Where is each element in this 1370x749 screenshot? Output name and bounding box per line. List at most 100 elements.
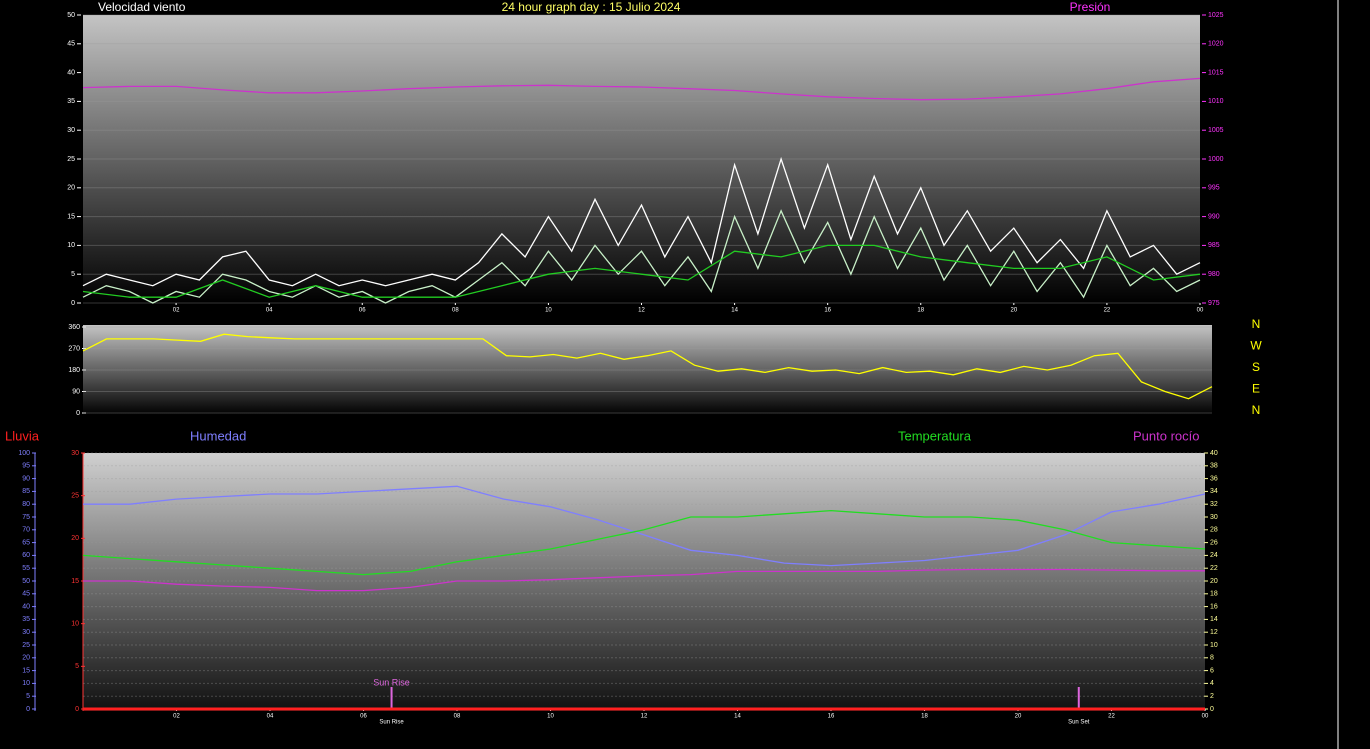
plot-area bbox=[83, 15, 1200, 303]
legend-label: Humedad bbox=[190, 428, 246, 443]
x-tick-label: 02 bbox=[173, 308, 180, 314]
y-tick-label: 75 bbox=[22, 514, 30, 521]
x-tick-label: 20 bbox=[1015, 714, 1022, 720]
y-tick-label: 975 bbox=[1208, 300, 1220, 307]
y-tick-label: 45 bbox=[22, 591, 30, 598]
y-tick-label: 55 bbox=[22, 565, 30, 572]
x-tick-label: 22 bbox=[1108, 714, 1115, 720]
y-tick-label: 40 bbox=[22, 603, 30, 610]
y-tick-label: 26 bbox=[1210, 539, 1218, 546]
y-tick-label: 95 bbox=[22, 463, 30, 470]
compass-label: N bbox=[1252, 317, 1261, 331]
y-tick-label: 2 bbox=[1210, 693, 1214, 700]
y-tick-label: 990 bbox=[1208, 213, 1220, 220]
y-tick-label: 36 bbox=[1210, 475, 1218, 482]
y-tick-label: 12 bbox=[1210, 629, 1218, 636]
y-tick-label: 15 bbox=[22, 667, 30, 674]
x-tick-label: 12 bbox=[641, 714, 648, 720]
x-tick-label: 04 bbox=[267, 714, 274, 720]
y-tick-label: 30 bbox=[1210, 514, 1218, 521]
x-tick-label: 12 bbox=[638, 308, 645, 314]
y-tick-label: 20 bbox=[1210, 578, 1218, 585]
y-tick-label: 100 bbox=[18, 450, 30, 457]
y-tick-label: 50 bbox=[22, 578, 30, 585]
series-line bbox=[82, 333, 1213, 400]
y-tick-label: 25 bbox=[22, 642, 30, 649]
x-tick-label: 16 bbox=[828, 714, 835, 720]
y-tick-label: 180 bbox=[68, 367, 80, 374]
x-tick-label: 18 bbox=[921, 714, 928, 720]
axis-title: Presión bbox=[1070, 0, 1111, 14]
y-tick-label: 20 bbox=[22, 655, 30, 662]
annotation: Sun Set bbox=[1068, 720, 1090, 726]
y-tick-label: 5 bbox=[71, 271, 75, 278]
y-tick-label: 1025 bbox=[1208, 12, 1224, 19]
x-tick-label: 08 bbox=[452, 308, 459, 314]
chart-title: 24 hour graph day : 15 Julio 2024 bbox=[502, 0, 681, 14]
y-tick-label: 38 bbox=[1210, 463, 1218, 470]
y-tick-label: 30 bbox=[22, 629, 30, 636]
y-tick-label: 40 bbox=[1210, 450, 1218, 457]
y-tick-label: 0 bbox=[76, 410, 80, 417]
y-tick-label: 20 bbox=[67, 185, 75, 192]
y-tick-label: 15 bbox=[67, 213, 75, 220]
y-tick-label: 360 bbox=[68, 324, 80, 331]
y-tick-label: 995 bbox=[1208, 185, 1220, 192]
x-tick-label: 00 bbox=[1197, 308, 1204, 314]
annotation: Sun Rise bbox=[379, 720, 404, 726]
compass-label: E bbox=[1252, 382, 1260, 396]
y-tick-label: 5 bbox=[26, 693, 30, 700]
y-tick-label: 8 bbox=[1210, 655, 1214, 662]
y-tick-label: 10 bbox=[67, 242, 75, 249]
y-tick-label: 32 bbox=[1210, 501, 1218, 508]
y-tick-label: 1005 bbox=[1208, 127, 1224, 134]
series-line bbox=[82, 77, 1201, 101]
x-tick-label: 22 bbox=[1104, 308, 1111, 314]
x-tick-label: 14 bbox=[731, 308, 738, 314]
y-tick-label: 16 bbox=[1210, 603, 1218, 610]
y-tick-label: 50 bbox=[67, 12, 75, 19]
y-tick-label: 10 bbox=[22, 680, 30, 687]
y-tick-label: 1015 bbox=[1208, 69, 1224, 76]
compass-label: N bbox=[1252, 403, 1261, 417]
y-tick-label: 1020 bbox=[1208, 41, 1224, 48]
y-tick-label: 85 bbox=[22, 488, 30, 495]
y-tick-label: 34 bbox=[1210, 488, 1218, 495]
y-tick-label: 985 bbox=[1208, 242, 1220, 249]
series-line bbox=[82, 509, 1206, 576]
legend-label: Punto rocío bbox=[1133, 428, 1200, 443]
annotation: Sun Rise bbox=[373, 677, 410, 687]
y-tick-label: 0 bbox=[71, 300, 75, 307]
y-tick-label: 70 bbox=[22, 527, 30, 534]
series-line bbox=[83, 568, 1205, 592]
series-line bbox=[82, 156, 1201, 287]
x-tick-label: 06 bbox=[359, 308, 366, 314]
x-tick-label: 08 bbox=[454, 714, 461, 720]
x-tick-label: 04 bbox=[266, 308, 273, 314]
y-tick-label: 45 bbox=[67, 41, 75, 48]
y-tick-label: 0 bbox=[26, 706, 30, 713]
y-tick-label: 18 bbox=[1210, 591, 1218, 598]
x-tick-label: 06 bbox=[360, 714, 367, 720]
series-line bbox=[83, 485, 1206, 567]
compass-label: W bbox=[1250, 339, 1262, 353]
y-tick-label: 60 bbox=[22, 552, 30, 559]
x-tick-label: 02 bbox=[173, 714, 180, 720]
y-tick-label: 65 bbox=[22, 539, 30, 546]
y-tick-label: 0 bbox=[1210, 706, 1214, 713]
series-line bbox=[82, 209, 1201, 304]
y-tick-label: 90 bbox=[22, 475, 30, 482]
plot-area bbox=[83, 325, 1212, 415]
y-tick-label: 35 bbox=[67, 98, 75, 105]
y-tick-label: 30 bbox=[71, 450, 79, 457]
plot-area bbox=[83, 453, 1205, 711]
y-tick-label: 4 bbox=[1210, 680, 1214, 687]
axis-title: Velocidad viento bbox=[98, 0, 186, 14]
legend-label: Lluvia bbox=[5, 428, 40, 443]
y-tick-label: 25 bbox=[67, 156, 75, 163]
x-tick-label: 20 bbox=[1010, 308, 1017, 314]
x-tick-label: 16 bbox=[824, 308, 831, 314]
y-tick-label: 980 bbox=[1208, 271, 1220, 278]
y-tick-label: 15 bbox=[71, 578, 79, 585]
